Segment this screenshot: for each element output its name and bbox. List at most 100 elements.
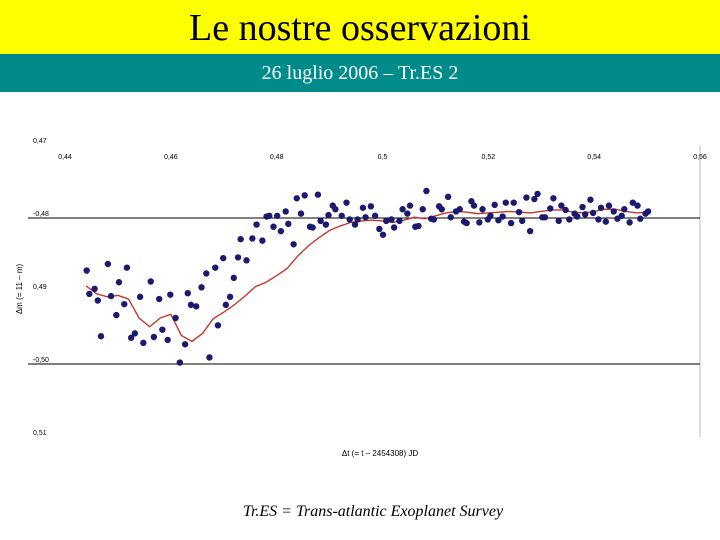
- data-point: [444, 193, 452, 201]
- data-point: [456, 206, 463, 213]
- data-point: [346, 216, 353, 223]
- data-point: [610, 208, 617, 215]
- data-point: [277, 227, 285, 235]
- data-point: [595, 216, 602, 223]
- data-point: [637, 215, 644, 222]
- data-point: [214, 322, 222, 329]
- data-point: [253, 221, 260, 228]
- data-point: [605, 202, 613, 209]
- data-point: [587, 196, 594, 203]
- data-point: [388, 216, 395, 223]
- data-point: [354, 216, 361, 223]
- data-point: [487, 212, 494, 220]
- data-point: [574, 213, 581, 220]
- data-point: [338, 212, 345, 220]
- data-point: [510, 199, 517, 206]
- data-point: [621, 206, 628, 213]
- data-point: [415, 222, 422, 230]
- y-tick-label: 0,47: [33, 138, 47, 145]
- data-point: [376, 225, 383, 233]
- data-point: [390, 224, 398, 231]
- data-point: [155, 295, 163, 303]
- data-point: [499, 213, 506, 220]
- data-point: [476, 219, 483, 226]
- data-point: [332, 206, 339, 213]
- data-point: [526, 227, 534, 235]
- slide-subtitle: 26 luglio 2006 – Tr.ES 2: [261, 62, 459, 84]
- data-point: [589, 209, 597, 217]
- data-point: [123, 264, 131, 271]
- data-point: [147, 278, 154, 285]
- y-tick-label: 0,51: [33, 430, 47, 437]
- data-point: [115, 279, 123, 286]
- data-point: [203, 270, 210, 277]
- data-point: [273, 212, 281, 220]
- data-point: [541, 214, 549, 221]
- data-point: [86, 290, 93, 298]
- data-point: [550, 195, 557, 202]
- x-tick-label: 0,56: [693, 154, 707, 161]
- x-tick-label: 0,52: [482, 154, 496, 161]
- data-point: [419, 206, 426, 213]
- data-point: [351, 221, 359, 228]
- data-point: [644, 208, 652, 215]
- data-point: [634, 202, 641, 209]
- data-point: [314, 191, 322, 198]
- data-point: [91, 285, 98, 293]
- data-point: [430, 216, 438, 223]
- data-point: [150, 333, 158, 341]
- data-point: [322, 221, 330, 228]
- data-point: [534, 190, 541, 198]
- data-point: [237, 235, 244, 243]
- slide-title: Le nostre osservazioni: [189, 7, 531, 49]
- data-point: [187, 301, 195, 309]
- y-axis-label: Δm (= 11 – m): [15, 264, 24, 315]
- data-point: [94, 297, 102, 304]
- data-point: [301, 192, 308, 199]
- data-point: [184, 289, 191, 297]
- data-point: [226, 293, 234, 301]
- x-tick-label: 0,5: [378, 154, 388, 161]
- data-point: [547, 205, 554, 212]
- data-point: [290, 241, 297, 248]
- x-axis-label: Δt (= t – 2454308) JD: [342, 449, 418, 458]
- data-point: [602, 218, 610, 225]
- data-point: [97, 333, 105, 340]
- data-point: [220, 254, 227, 262]
- data-point: [531, 195, 538, 203]
- data-point: [479, 206, 486, 213]
- data-point: [293, 195, 300, 202]
- data-point: [285, 220, 292, 228]
- x-tick-label: 0,44: [58, 154, 72, 161]
- data-point: [629, 199, 636, 206]
- data-point: [317, 217, 324, 225]
- data-point: [562, 206, 569, 214]
- data-point: [423, 187, 430, 195]
- y-tick-label: 0,49: [33, 284, 47, 291]
- data-point: [396, 217, 403, 225]
- data-point: [113, 311, 120, 319]
- y-tick-label: -0,50: [33, 357, 49, 364]
- data-point: [266, 212, 273, 220]
- data-point: [104, 260, 112, 268]
- data-point: [359, 204, 367, 211]
- data-point: [206, 354, 213, 361]
- data-point: [270, 223, 277, 230]
- data-point: [438, 206, 445, 213]
- data-point: [558, 202, 565, 209]
- data-point: [470, 202, 478, 209]
- data-point: [406, 202, 414, 209]
- data-point: [519, 217, 526, 225]
- data-point: [107, 292, 115, 300]
- data-point: [362, 214, 369, 221]
- data-point: [491, 201, 498, 209]
- data-point: [172, 314, 179, 322]
- data-point: [121, 300, 128, 308]
- data-point: [404, 210, 411, 217]
- data-point: [597, 204, 605, 211]
- caption: Tr.ES = Trans-atlantic Exoplanet Survey: [242, 503, 504, 520]
- data-point: [222, 301, 230, 309]
- data-point: [495, 216, 502, 224]
- x-tick-label: 0,46: [164, 154, 178, 161]
- data-point: [167, 291, 174, 298]
